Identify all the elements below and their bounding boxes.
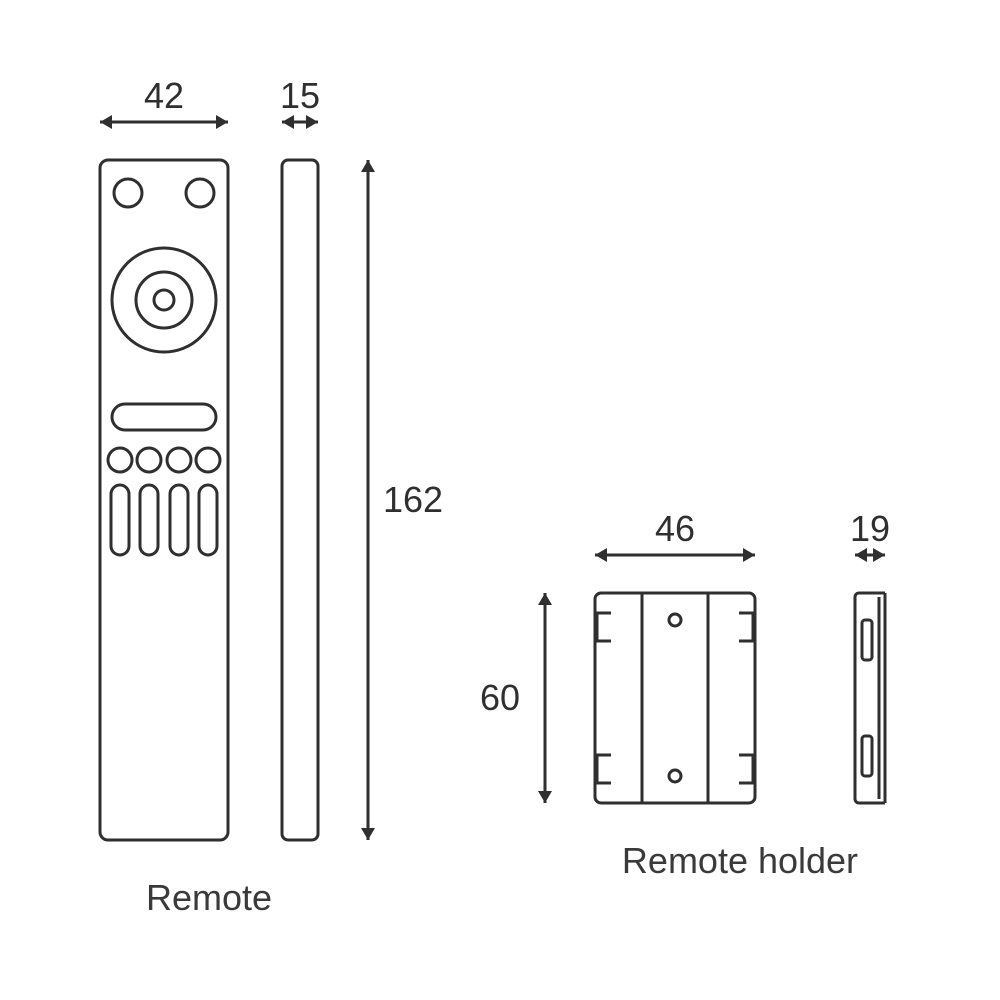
label: 60: [480, 677, 520, 718]
label: Remote holder: [622, 840, 858, 881]
label: Remote: [146, 877, 272, 918]
label: 19: [850, 508, 890, 549]
label: 46: [655, 508, 695, 549]
label: 15: [280, 75, 320, 116]
label: 42: [144, 75, 184, 116]
label: 162: [383, 479, 443, 520]
